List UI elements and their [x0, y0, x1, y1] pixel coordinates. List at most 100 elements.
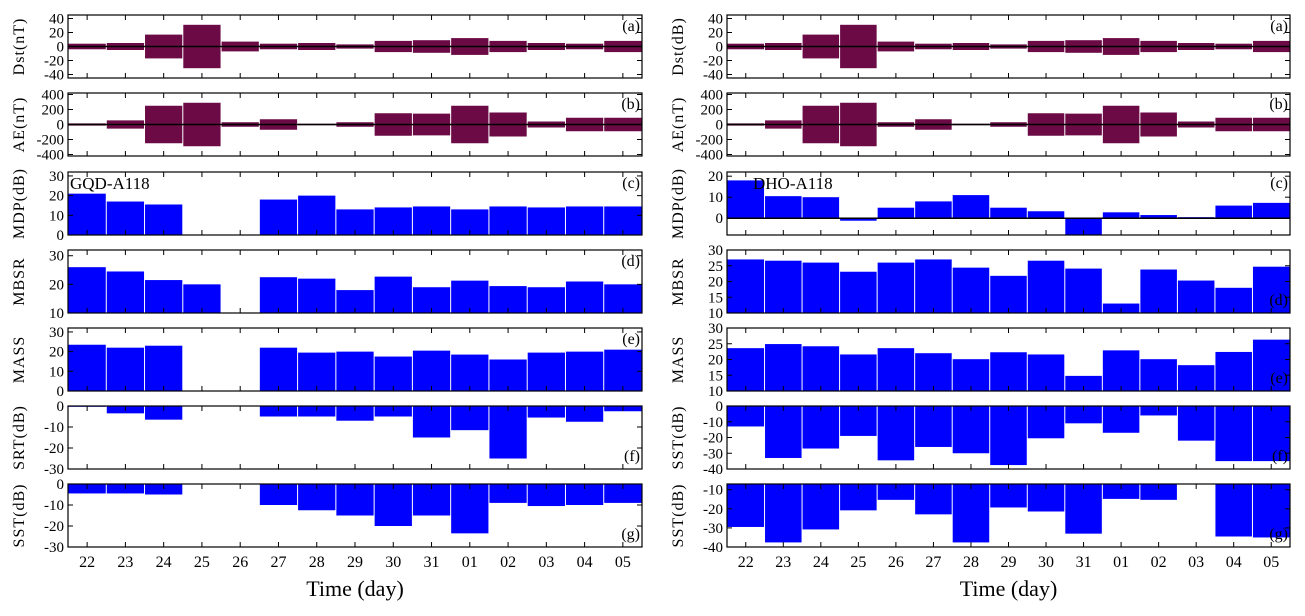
y-tick-label: 0 — [57, 477, 65, 493]
bar — [915, 259, 952, 313]
bar — [1140, 215, 1177, 219]
bar — [565, 406, 604, 422]
y-tick-label: 30 — [49, 325, 64, 341]
y-tick-label: 0 — [716, 40, 724, 56]
bar — [1065, 406, 1102, 424]
panel-letter: (e) — [622, 331, 640, 348]
y-tick-label: -40 — [703, 68, 723, 84]
bar — [802, 346, 840, 391]
panel-letter: (a) — [1270, 18, 1288, 35]
bar — [145, 484, 183, 495]
bar — [412, 484, 451, 516]
bar — [259, 277, 298, 313]
x-tick-label: 23 — [775, 554, 791, 571]
panel-letter: (e) — [1270, 370, 1288, 387]
y-tick-label: 0 — [716, 211, 724, 227]
y-tick-label: 20 — [49, 345, 64, 361]
x-tick-label: 22 — [79, 554, 95, 571]
y-axis-label: AE(nT) — [670, 97, 687, 153]
y-tick-label: -10 — [44, 420, 64, 436]
x-tick-label: 01 — [1113, 554, 1129, 571]
bar — [1065, 268, 1102, 313]
bar — [802, 262, 840, 313]
panel-letter: (a) — [622, 18, 640, 35]
bar — [527, 484, 565, 507]
y-axis-label: Dst(nT) — [11, 18, 28, 76]
panel-letter: (d) — [621, 253, 640, 270]
panel-letter: (b) — [1269, 96, 1288, 113]
bar — [1215, 484, 1252, 537]
x-tick-label: 29 — [1001, 554, 1017, 571]
bar — [298, 352, 336, 391]
x-tick-label: 01 — [462, 554, 478, 571]
bar — [877, 207, 915, 219]
bar — [527, 406, 565, 418]
x-tick-label: 23 — [117, 554, 133, 571]
bar — [1102, 484, 1140, 499]
y-tick-label: -30 — [703, 446, 723, 462]
y-tick-label: 40 — [49, 12, 64, 28]
y-tick-label: -40 — [703, 462, 723, 478]
bar — [336, 484, 374, 516]
x-tick-label: 28 — [309, 554, 325, 571]
y-tick-label: -20 — [703, 502, 723, 518]
bar — [802, 484, 840, 530]
y-tick-label: -20 — [703, 54, 723, 70]
bar — [990, 275, 1027, 313]
bar — [1027, 260, 1065, 313]
panel-letter: (c) — [1270, 175, 1288, 192]
x-tick-label: 26 — [888, 554, 904, 571]
x-tick-label: 04 — [577, 554, 593, 571]
bar — [1177, 280, 1215, 313]
bar — [802, 406, 840, 449]
y-axis-label: MBSR — [670, 257, 687, 305]
bar — [952, 267, 990, 313]
bar — [727, 180, 765, 219]
bar — [298, 278, 336, 313]
bar — [1215, 406, 1252, 462]
y-tick-label: -20 — [44, 519, 64, 535]
bar — [565, 484, 604, 505]
y-tick-label: 400 — [42, 88, 65, 104]
bar — [145, 280, 183, 313]
bar — [145, 204, 183, 235]
y-tick-label: -30 — [44, 540, 64, 556]
bar — [68, 193, 106, 235]
bar — [259, 484, 298, 505]
bar — [877, 262, 915, 313]
bar — [840, 218, 877, 221]
bar — [765, 260, 802, 313]
y-tick-label: -200 — [696, 133, 724, 149]
y-axis-label: Dst(dB) — [670, 17, 687, 76]
panel-letter: (g) — [1269, 526, 1288, 543]
y-tick-label: -40 — [703, 540, 723, 556]
y-tick-label: 20 — [708, 26, 723, 42]
bar — [952, 406, 990, 454]
bar — [1102, 212, 1140, 219]
bar — [259, 347, 298, 391]
x-axis-label: Time (day) — [306, 576, 404, 601]
bar — [374, 356, 412, 391]
bar — [1027, 211, 1065, 219]
y-tick-label: 10 — [49, 208, 64, 224]
y-tick-label: 0 — [57, 228, 65, 244]
x-tick-label: 29 — [347, 554, 363, 571]
y-axis-label: SST(dB) — [670, 406, 687, 470]
x-tick-label: 25 — [850, 554, 866, 571]
x-tick-label: 31 — [1076, 554, 1092, 571]
bar — [990, 207, 1027, 219]
y-tick-label: -200 — [37, 133, 65, 149]
bar — [1065, 375, 1102, 391]
x-tick-label: 25 — [194, 554, 210, 571]
bar — [489, 484, 527, 503]
panel-c: 0 10 20 30 MDP(dB) (c) GQD-A118 — [11, 168, 643, 244]
panel-letter: (c) — [622, 175, 640, 192]
panel-letter: (f) — [624, 448, 640, 465]
bar — [952, 359, 990, 391]
bar — [106, 271, 145, 313]
y-tick-label: 30 — [49, 249, 64, 265]
x-tick-label: 28 — [963, 554, 979, 571]
y-tick-label: 20 — [708, 353, 723, 369]
